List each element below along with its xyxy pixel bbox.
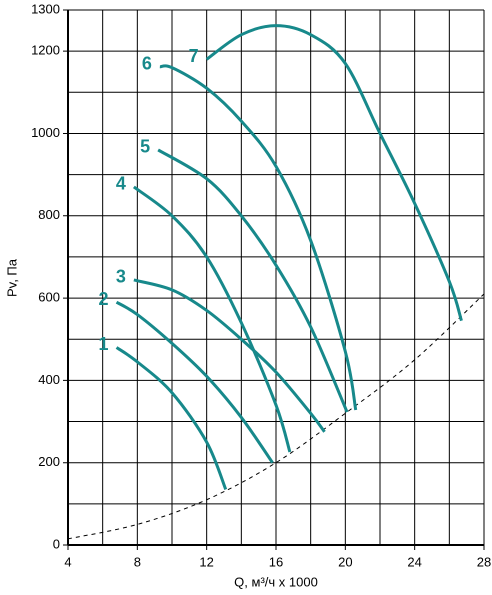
- x-tick-label: 20: [338, 554, 352, 569]
- x-tick-label: 12: [199, 554, 213, 569]
- x-tick-label: 16: [269, 554, 283, 569]
- fan-curve: [132, 185, 292, 453]
- y-tick-label: 1000: [31, 125, 60, 140]
- y-tick-label: 800: [38, 207, 60, 222]
- system-curve: [67, 293, 485, 540]
- curve-label: 3: [116, 267, 126, 287]
- x-axis-title: Q, м³/ч x 1000: [234, 574, 318, 589]
- curve-label: 1: [99, 334, 109, 354]
- curve-label: 7: [189, 46, 199, 66]
- x-tick-label: 8: [134, 554, 141, 569]
- x-tick-label: 4: [64, 554, 71, 569]
- fan-curve: [205, 24, 463, 322]
- curve-label: 5: [140, 137, 150, 157]
- fan-curve: [115, 300, 274, 464]
- fan-curve: [115, 346, 228, 491]
- curve-label: 4: [116, 174, 126, 194]
- fan-curve: [159, 64, 358, 411]
- x-tick-label: 24: [407, 554, 421, 569]
- y-tick-label: 200: [38, 454, 60, 469]
- y-axis-title: Pv, Па: [4, 258, 19, 297]
- y-tick-label: 400: [38, 372, 60, 387]
- fan-curve: [157, 148, 349, 413]
- fan-curve: [133, 278, 326, 433]
- y-tick-label: 0: [53, 536, 60, 551]
- y-tick-label: 1200: [31, 43, 60, 58]
- curve-label: 2: [99, 289, 109, 309]
- y-tick-label: 600: [38, 290, 60, 305]
- y-tick-label: 1300: [31, 1, 60, 16]
- curve-label: 6: [142, 54, 152, 74]
- x-tick-label: 28: [477, 554, 491, 569]
